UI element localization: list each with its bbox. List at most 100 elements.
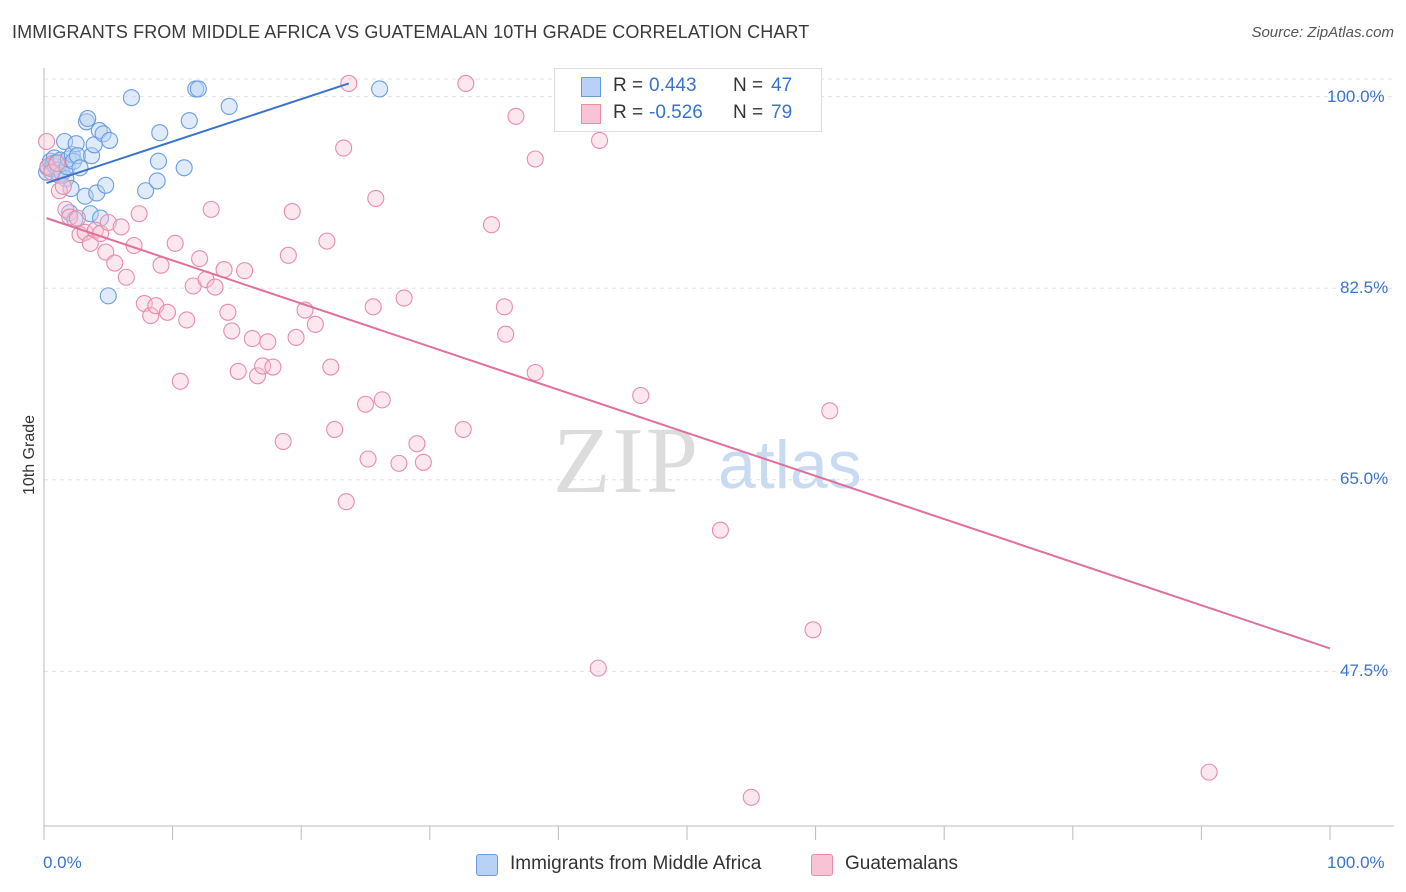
point-middle-africa bbox=[97, 176, 115, 194]
point-guatemalan bbox=[457, 74, 475, 93]
x-tick-label-min: 0.0% bbox=[43, 853, 82, 872]
point-guatemalan bbox=[526, 150, 544, 168]
point-guatemalan bbox=[283, 203, 301, 221]
point-middle-africa bbox=[137, 182, 155, 200]
point-guatemalan bbox=[356, 395, 375, 413]
point-guatemalan bbox=[274, 432, 292, 451]
point-guatemalan bbox=[178, 311, 196, 329]
point-middle-africa bbox=[83, 147, 101, 165]
point-guatemalan bbox=[395, 289, 413, 307]
point-guatemalan bbox=[279, 246, 297, 264]
point-guatemalan bbox=[259, 333, 277, 351]
point-guatemalan bbox=[171, 372, 189, 390]
stats-box: R = 0.443 N = 47 R = -0.526 N = 79 bbox=[554, 68, 822, 132]
point-guatemalan bbox=[223, 322, 241, 340]
point-guatemalan bbox=[495, 298, 513, 316]
point-middle-africa bbox=[79, 109, 97, 128]
stats-r-label: R = bbox=[613, 102, 644, 123]
point-guatemalan bbox=[236, 262, 254, 280]
point-guatemalan bbox=[632, 386, 650, 405]
stats-row-pink: R = -0.526 N = 79 bbox=[555, 100, 821, 128]
point-guatemalan bbox=[142, 307, 160, 325]
point-guatemalan bbox=[589, 659, 607, 677]
point-guatemalan bbox=[38, 132, 56, 151]
point-middle-africa bbox=[149, 152, 168, 170]
point-guatemalan bbox=[306, 315, 324, 333]
y-tick-label-82: 82.5% bbox=[1340, 278, 1389, 297]
point-guatemalan bbox=[414, 453, 432, 471]
point-guatemalan bbox=[166, 234, 184, 252]
point-guatemalan bbox=[390, 454, 408, 472]
point-middle-africa bbox=[175, 159, 193, 177]
point-guatemalan bbox=[804, 621, 822, 639]
stats-swatch-pink bbox=[581, 104, 601, 124]
point-guatemalan bbox=[219, 303, 237, 321]
point-guatemalan bbox=[112, 218, 130, 236]
point-guatemalan bbox=[454, 420, 472, 438]
point-guatemalan bbox=[507, 107, 525, 125]
point-guatemalan bbox=[335, 139, 353, 157]
point-guatemalan bbox=[229, 362, 247, 380]
source-label: Source: ZipAtlas.com bbox=[1251, 24, 1394, 41]
point-guatemalan bbox=[99, 213, 117, 232]
y-tick-label-65: 65.0% bbox=[1340, 469, 1389, 488]
point-guatemalan bbox=[130, 205, 148, 223]
point-guatemalan bbox=[359, 450, 377, 468]
point-middle-africa bbox=[81, 205, 99, 223]
point-guatemalan bbox=[206, 278, 224, 296]
point-middle-africa bbox=[151, 124, 169, 142]
trend-lines bbox=[46, 82, 1331, 650]
stats-r-value: -0.526 bbox=[649, 102, 703, 123]
point-guatemalan bbox=[202, 200, 220, 218]
x-tick-label-max: 100.0% bbox=[1327, 853, 1385, 872]
point-guatemalan bbox=[117, 268, 135, 286]
point-guatemalan bbox=[373, 391, 391, 409]
point-guatemalan bbox=[742, 788, 760, 806]
stats-swatch-blue bbox=[581, 77, 601, 97]
point-guatemalan bbox=[248, 367, 267, 385]
point-guatemalan bbox=[821, 402, 839, 420]
watermark-zip: ZIP bbox=[553, 409, 700, 513]
gridlines bbox=[44, 78, 1394, 672]
point-guatemalan bbox=[264, 358, 282, 376]
y-tick-label-47: 47.5% bbox=[1340, 661, 1389, 680]
stats-row-blue: R = 0.443 N = 47 bbox=[555, 73, 821, 101]
trend-line-guatemalans bbox=[46, 217, 1331, 650]
point-middle-africa bbox=[94, 125, 112, 143]
legend-label: Immigrants from Middle Africa bbox=[510, 853, 762, 874]
point-guatemalan bbox=[497, 325, 515, 343]
point-guatemalan bbox=[106, 254, 124, 272]
point-guatemalan bbox=[57, 200, 75, 218]
point-guatemalan bbox=[711, 521, 729, 539]
point-guatemalan bbox=[337, 493, 355, 511]
stats-n-label: N = bbox=[733, 102, 764, 123]
point-middle-africa bbox=[220, 97, 238, 116]
point-guatemalan bbox=[81, 234, 99, 252]
point-guatemalan bbox=[318, 232, 336, 250]
point-middle-africa bbox=[371, 80, 389, 98]
point-guatemalan bbox=[367, 189, 385, 207]
point-middle-africa bbox=[99, 287, 117, 305]
watermark-atlas: atlas bbox=[718, 427, 862, 503]
point-guatemalan bbox=[408, 435, 426, 453]
axes bbox=[43, 68, 1394, 840]
point-guatemalan bbox=[287, 328, 305, 347]
data-points bbox=[38, 74, 1218, 806]
point-guatemalan bbox=[152, 256, 170, 274]
point-middle-africa bbox=[180, 112, 198, 130]
point-middle-africa bbox=[101, 131, 119, 149]
stats-r-value: 0.443 bbox=[649, 75, 697, 96]
legend-label: Guatemalans bbox=[845, 853, 959, 874]
legend-swatch-blue bbox=[476, 854, 498, 876]
point-middle-africa bbox=[122, 89, 140, 107]
point-guatemalan bbox=[158, 303, 177, 321]
point-guatemalan bbox=[43, 163, 61, 181]
stats-n-label: N = bbox=[733, 75, 764, 96]
point-guatemalan bbox=[482, 216, 501, 234]
point-guatemalan bbox=[591, 131, 609, 149]
point-guatemalan bbox=[54, 177, 72, 195]
point-guatemalan bbox=[326, 420, 344, 438]
point-guatemalan bbox=[97, 243, 115, 261]
point-guatemalan bbox=[1200, 763, 1218, 781]
